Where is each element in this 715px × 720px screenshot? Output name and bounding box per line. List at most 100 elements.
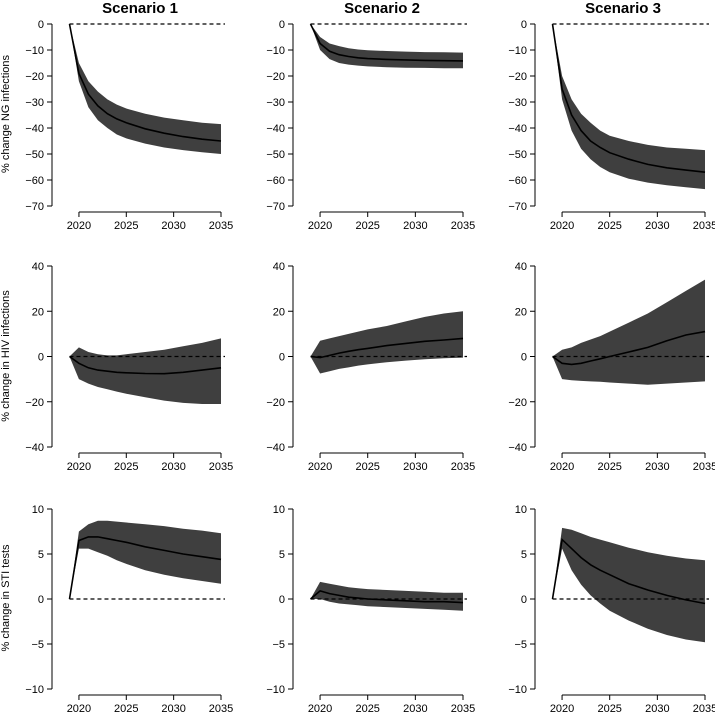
y-tick-label: −10 (266, 684, 285, 696)
x-tick-label: 2035 (693, 703, 715, 715)
mean-line (309, 23, 464, 62)
y-tick-label: 10 (32, 504, 44, 516)
mean-line (552, 330, 706, 366)
x-tick-label: 2030 (403, 461, 427, 473)
uncertainty-band (69, 24, 221, 154)
x-tick-label: 2025 (355, 703, 379, 715)
y-tick-label: −5 (31, 639, 44, 651)
x-tick-label: 2025 (597, 461, 621, 473)
y-tick-label: −10 (508, 684, 527, 696)
uncertainty-band (552, 24, 705, 190)
x-tick-label: 2020 (67, 461, 91, 473)
panel-sti-s3: 10 5 0 −5 −10 2020 2025 2030 2035 (508, 504, 715, 715)
x-tick-label: 2025 (114, 461, 138, 473)
panel-sti-s1: 10 5 0 −5 −10 2020 2025 2030 2035 (25, 504, 233, 715)
x-tick-label: 2025 (355, 461, 379, 473)
y-tick-label: −40 (508, 123, 527, 135)
y-tick-label: −30 (25, 97, 44, 109)
uncertainty-band (310, 581, 463, 611)
uncertainty-band (69, 338, 221, 404)
x-tick-label: 2035 (209, 461, 233, 473)
x-tick-label: 2025 (114, 703, 138, 715)
y-tick-label: −50 (266, 149, 285, 161)
y-tick-label: −50 (508, 149, 527, 161)
y-tick-label: −70 (508, 201, 527, 213)
y-tick-label: −30 (266, 97, 285, 109)
mean-line (310, 337, 464, 359)
x-tick-label: 2020 (550, 703, 574, 715)
mean-line (309, 590, 464, 604)
column-title-scenario-3: Scenario 3 (585, 0, 661, 17)
y-tick-label: −40 (508, 442, 527, 454)
y-tick-label: −70 (266, 201, 285, 213)
panel-ng-s2: 0 −10 −20 −30 −40 −50 −60 −70 2020 2025 2030 2035 (266, 19, 475, 232)
x-tick-label: 2030 (161, 461, 185, 473)
panel-hiv-s1: 40 20 0 −20 −40 2020 2025 2030 2035 (25, 261, 233, 473)
panel-ng-s1: 0 −10 −20 −30 −40 −50 −60 −70 2020 2025 2030 2035 (25, 19, 233, 232)
mean-line (551, 537, 706, 605)
mean-line (68, 23, 222, 142)
x-tick-label: 2035 (693, 220, 715, 232)
y-tick-label: 10 (273, 504, 285, 516)
y-tick-label: −60 (266, 175, 285, 187)
mean-line (69, 355, 222, 375)
y-tick-label: 5 (521, 549, 527, 561)
y-tick-label: 40 (515, 261, 527, 273)
x-tick-label: 2020 (550, 220, 574, 232)
y-tick-label: 5 (38, 549, 44, 561)
x-tick-label: 2030 (403, 220, 427, 232)
x-tick-label: 2030 (645, 703, 669, 715)
x-tick-label: 2035 (451, 703, 475, 715)
uncertainty-band (310, 311, 463, 374)
y-tick-label: −20 (266, 71, 285, 83)
uncertainty-band (552, 279, 705, 385)
x-tick-label: 2020 (550, 461, 574, 473)
uncertainty-band (69, 520, 221, 599)
uncertainty-band (552, 527, 705, 643)
y-tick-label: −60 (25, 175, 44, 187)
y-tick-label: −20 (266, 397, 285, 409)
panel-ng-s3: 0 −10 −20 −30 −40 −50 −60 −70 2020 2025 2030 2035 (508, 19, 715, 232)
y-tick-label: −60 (508, 175, 527, 187)
row-ylabel-sti: % change in STI tests (0, 544, 12, 651)
x-tick-label: 2025 (114, 220, 138, 232)
mean-line (551, 23, 706, 173)
y-tick-label: −10 (266, 45, 285, 57)
y-tick-label: −30 (508, 97, 527, 109)
x-tick-label: 2025 (355, 220, 379, 232)
x-tick-label: 2035 (209, 220, 233, 232)
y-tick-label: −10 (25, 45, 44, 57)
y-tick-label: −40 (25, 442, 44, 454)
y-tick-label: 0 (38, 594, 44, 606)
column-title-scenario-2: Scenario 2 (344, 0, 420, 17)
row-ylabel-ng: % change NG infections (0, 54, 12, 173)
mean-line (68, 536, 222, 600)
x-tick-label: 2030 (161, 220, 185, 232)
y-tick-label: 20 (273, 306, 285, 318)
panel-hiv-s3: 40 20 0 −20 −40 2020 2025 2030 2035 (508, 261, 715, 473)
y-tick-label: −50 (25, 149, 44, 161)
y-tick-label: 0 (38, 352, 44, 364)
x-tick-label: 2025 (597, 220, 621, 232)
y-tick-label: −10 (25, 684, 44, 696)
panel-sti-s2: 10 5 0 −5 −10 2020 2025 2030 2035 (266, 504, 475, 715)
x-tick-label: 2035 (451, 220, 475, 232)
y-tick-label: 0 (521, 594, 527, 606)
x-tick-label: 2020 (67, 220, 91, 232)
x-tick-label: 2030 (645, 220, 669, 232)
y-tick-label: 0 (521, 19, 527, 31)
y-tick-label: −20 (508, 71, 527, 83)
y-tick-label: 40 (32, 261, 44, 273)
x-tick-label: 2025 (597, 703, 621, 715)
x-tick-label: 2030 (645, 461, 669, 473)
y-tick-label: 40 (273, 261, 285, 273)
row-ylabel-hiv: % change in HIV infections (0, 290, 12, 422)
y-tick-label: −10 (508, 45, 527, 57)
y-tick-label: −20 (25, 397, 44, 409)
y-tick-label: 0 (38, 19, 44, 31)
x-tick-label: 2035 (693, 461, 715, 473)
y-tick-label: 0 (279, 19, 285, 31)
uncertainty-band (310, 24, 463, 69)
x-tick-label: 2020 (308, 220, 332, 232)
